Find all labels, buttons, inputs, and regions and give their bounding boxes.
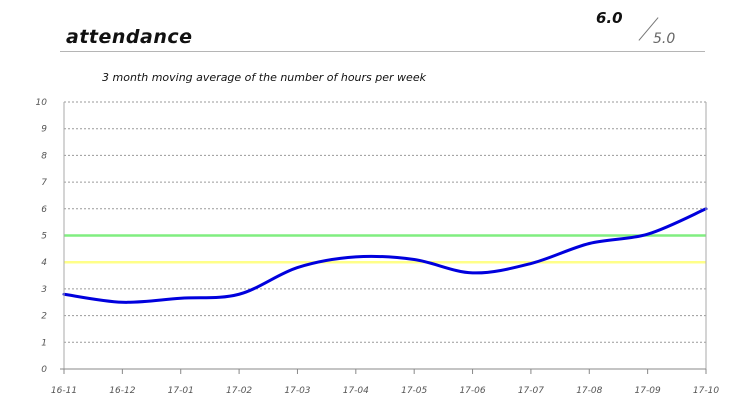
y-tick-label: 0: [41, 365, 47, 375]
x-tick-label: 17-02: [226, 386, 252, 396]
x-tick-label: 17-06: [459, 386, 485, 396]
y-tick-label: 10: [36, 98, 48, 108]
y-tick-label: 4: [41, 258, 47, 268]
title-divider: [60, 51, 705, 52]
axis-layer: 0 1 2 3 4 5 6 7 8 9 10 16-11 16-12 17-01 17-02 17-03 17-…: [36, 98, 720, 396]
y-tick-label: 2: [41, 312, 47, 322]
y-tick-label: 3: [41, 285, 47, 295]
x-tick-label: 17-10: [693, 386, 719, 396]
y-tick-label: 9: [41, 125, 47, 135]
x-tick-label: 17-04: [343, 386, 369, 396]
y-tick-label: 8: [41, 151, 47, 161]
x-tick-label: 17-03: [284, 386, 310, 396]
y-tick-label: 1: [41, 338, 47, 348]
y-tick-label: 7: [41, 178, 47, 188]
target-score: 5.0: [653, 31, 676, 47]
x-tick-label: 16-11: [51, 386, 77, 396]
chart-subtitle: 3 month moving average of the number of …: [102, 71, 427, 84]
x-tick-label: 17-05: [401, 386, 427, 396]
chart-title: attendance: [66, 26, 193, 48]
current-score: 6.0: [596, 9, 623, 27]
y-tick-label: 5: [41, 232, 47, 242]
series-line: [62, 207, 708, 304]
grid-layer: [64, 101, 706, 343]
x-tick-label: 16-12: [109, 386, 135, 396]
x-tick-label: 17-07: [518, 386, 544, 396]
x-tick-label: 17-01: [168, 386, 194, 396]
reference-lines: [64, 234, 706, 264]
series-layer: [62, 207, 708, 304]
x-tick-label: 17-08: [576, 386, 602, 396]
y-tick-label: 6: [41, 205, 47, 215]
x-tick-label: 17-09: [635, 386, 661, 396]
